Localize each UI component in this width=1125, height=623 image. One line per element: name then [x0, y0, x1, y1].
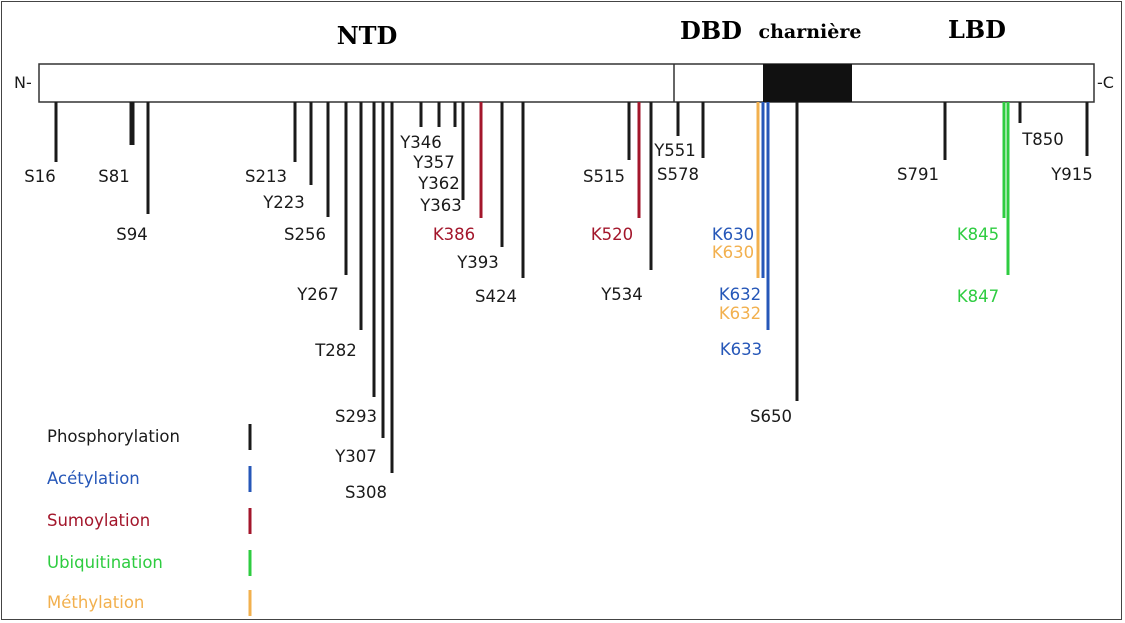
legend-label-methylation: Méthylation [47, 593, 144, 612]
site-label-y357-phosphorylation: Y357 [412, 153, 455, 172]
site-label-s515-phosphorylation: S515 [583, 167, 625, 186]
domain-title-lbd: LBD [948, 15, 1006, 44]
site-label-s213-phosphorylation: S213 [245, 167, 287, 186]
legend: Phosphorylation Acétylation Sumoylation Ubi… [47, 424, 252, 616]
n-terminus-label: N- [14, 73, 32, 92]
site-label-s424-phosphorylation: S424 [475, 287, 517, 306]
site-label-k633-acetylation: K633 [720, 340, 762, 359]
site-label-s293-phosphorylation: S293 [335, 407, 377, 426]
site-label-y915-phosphorylation: Y915 [1050, 165, 1093, 184]
legend-label-phosphorylation: Phosphorylation [47, 427, 180, 446]
site-label-s256-phosphorylation: S256 [284, 225, 326, 244]
site-label-s791-phosphorylation: S791 [897, 165, 939, 184]
site-label-k630-acetylation: K630 [712, 225, 754, 244]
site-label-y551-phosphorylation: Y551 [653, 141, 696, 160]
site-label-y393-phosphorylation: Y393 [456, 253, 499, 272]
site-labels-group: S16 S81 S94 S213 Y223 S256 Y267 T282 S293 Y307 S30… [24, 130, 1093, 502]
domain-title-dbd: DBD [680, 16, 742, 45]
site-label-k630-methylation: K630 [712, 243, 754, 262]
domain-title-ntd: NTD [337, 21, 398, 50]
site-label-s16-phosphorylation: S16 [24, 167, 55, 186]
legend-label-acetylation: Acétylation [47, 469, 140, 488]
site-label-y346-phosphorylation: Y346 [399, 133, 442, 152]
domain-title-hinge: charnière [759, 21, 862, 43]
site-label-y307-phosphorylation: Y307 [334, 447, 377, 466]
site-label-t850-phosphorylation: T850 [1021, 130, 1064, 149]
site-label-s81-phosphorylation: S81 [98, 167, 129, 186]
hinge-region-block [763, 64, 852, 102]
site-label-s650-phosphorylation: S650 [750, 407, 792, 426]
legend-label-ubiquitination: Ubiquitination [47, 553, 163, 572]
site-label-y534-phosphorylation: Y534 [600, 285, 643, 304]
site-label-k632-acetylation: K632 [719, 285, 761, 304]
site-label-y362-phosphorylation: Y362 [417, 174, 460, 193]
site-lines-group [54, 102, 1089, 473]
site-label-s578-phosphorylation: S578 [657, 165, 699, 184]
c-terminus-label: -C [1097, 73, 1114, 92]
site-label-k520-sumoylation: K520 [591, 225, 633, 244]
site-label-s94-phosphorylation: S94 [116, 225, 147, 244]
site-label-y267-phosphorylation: Y267 [296, 285, 339, 304]
site-label-s308-phosphorylation: S308 [345, 483, 387, 502]
site-label-y223-phosphorylation: Y223 [262, 193, 305, 212]
site-label-k386-sumoylation: K386 [433, 225, 475, 244]
legend-label-sumoylation: Sumoylation [47, 511, 150, 530]
site-label-k845-ubiquitination: K845 [957, 225, 999, 244]
protein-bar [38, 63, 1095, 103]
site-label-y363-phosphorylation: Y363 [419, 196, 462, 215]
site-label-k632-methylation: K632 [719, 304, 761, 323]
site-label-t282-phosphorylation: T282 [314, 341, 357, 360]
site-label-k847-ubiquitination: K847 [957, 287, 999, 306]
